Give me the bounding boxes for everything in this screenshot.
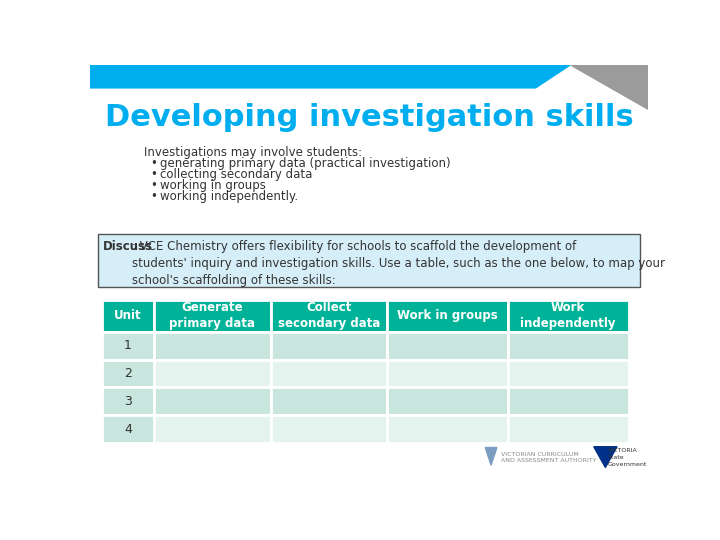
Bar xyxy=(508,332,629,360)
Polygon shape xyxy=(90,65,570,88)
Bar xyxy=(387,332,508,360)
Text: 3: 3 xyxy=(124,395,132,408)
Text: collecting secondary data: collecting secondary data xyxy=(160,168,312,181)
Bar xyxy=(387,387,508,415)
Bar xyxy=(387,300,508,332)
Bar xyxy=(102,300,154,332)
Text: •: • xyxy=(150,190,158,202)
Text: VICTORIA
State
Government: VICTORIA State Government xyxy=(608,448,647,467)
Text: Investigations may involve students:: Investigations may involve students: xyxy=(144,146,362,159)
Bar xyxy=(154,387,271,415)
Text: •: • xyxy=(150,179,158,192)
Bar xyxy=(508,415,629,443)
Bar xyxy=(271,415,387,443)
Text: Work
independently: Work independently xyxy=(521,301,616,330)
Text: : VCE Chemistry offers flexibility for schools to scaffold the development of
st: : VCE Chemistry offers flexibility for s… xyxy=(132,240,665,287)
Bar xyxy=(387,360,508,387)
Bar xyxy=(271,360,387,387)
Polygon shape xyxy=(570,65,648,110)
Text: Unit: Unit xyxy=(114,309,142,322)
FancyBboxPatch shape xyxy=(98,234,640,287)
Bar xyxy=(508,387,629,415)
Bar xyxy=(102,387,154,415)
Bar xyxy=(508,360,629,387)
Text: •: • xyxy=(150,168,158,181)
Text: 4: 4 xyxy=(124,422,132,436)
Polygon shape xyxy=(594,447,617,468)
Text: Generate
primary data: Generate primary data xyxy=(169,301,256,330)
Bar xyxy=(387,415,508,443)
Text: Discuss: Discuss xyxy=(102,240,153,253)
Bar xyxy=(102,332,154,360)
Bar xyxy=(154,332,271,360)
Text: VICTORIAN CURRICULUM
AND ASSESSMENT AUTHORITY: VICTORIAN CURRICULUM AND ASSESSMENT AUTH… xyxy=(500,451,596,463)
Text: Collect
secondary data: Collect secondary data xyxy=(277,301,380,330)
Text: 2: 2 xyxy=(124,367,132,380)
Bar xyxy=(271,387,387,415)
Text: generating primary data (practical investigation): generating primary data (practical inves… xyxy=(160,157,451,170)
Bar xyxy=(154,415,271,443)
Bar xyxy=(102,360,154,387)
Bar xyxy=(154,300,271,332)
Text: Work in groups: Work in groups xyxy=(397,309,498,322)
Text: working in groups: working in groups xyxy=(160,179,266,192)
Polygon shape xyxy=(485,448,497,465)
Bar xyxy=(154,360,271,387)
Bar xyxy=(271,332,387,360)
Bar xyxy=(271,300,387,332)
Text: •: • xyxy=(150,157,158,170)
Bar xyxy=(102,415,154,443)
Text: Developing investigation skills: Developing investigation skills xyxy=(104,103,634,132)
Text: working independently.: working independently. xyxy=(160,190,298,202)
Text: 1: 1 xyxy=(124,339,132,353)
Bar xyxy=(508,300,629,332)
